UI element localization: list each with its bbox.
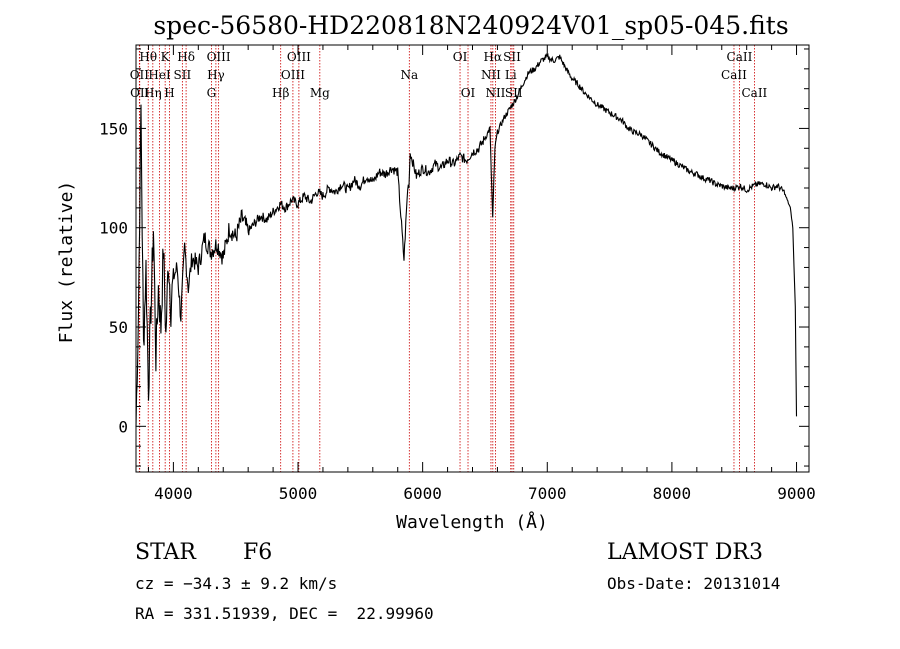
coordinates: RA = 331.51939, DEC = 22.99960 — [135, 604, 434, 623]
marker-label: Hη — [144, 86, 162, 100]
y-tick-label: 150 — [99, 119, 128, 138]
cz-value: cz = −34.3 ± 9.2 km/s — [135, 574, 338, 593]
marker-label: OII — [130, 68, 150, 82]
marker-label: SII — [503, 50, 521, 64]
class-label: STAR — [135, 540, 196, 565]
x-axis-label: Wavelength (Å) — [396, 511, 548, 533]
marker-label: HeI — [148, 68, 171, 82]
y-axis-label: Flux (relative) — [56, 181, 77, 344]
x-tick-label: 9000 — [777, 484, 816, 503]
x-tick-label: 4000 — [154, 484, 193, 503]
marker-label: NII — [485, 86, 505, 100]
marker-labels: HθOIIOIIHηHeIKHSIIHδGOIIIHγHβOIIIOIIIMgN… — [130, 50, 768, 100]
marker-label: CaII — [727, 50, 753, 64]
survey-label: LAMOST DR3 — [607, 540, 763, 565]
chart-title: spec-56580-HD220818N240924V01_sp05-045.f… — [153, 11, 788, 40]
marker-label: OII — [130, 86, 150, 100]
marker-label: CaII — [741, 86, 767, 100]
marker-label: G — [207, 86, 217, 100]
marker-label: Hα — [484, 50, 503, 64]
x-tick-label: 8000 — [653, 484, 692, 503]
marker-label: Hβ — [272, 86, 289, 100]
marker-label: SII — [174, 68, 192, 82]
marker-label: Mg — [310, 86, 330, 100]
subclass-label: F6 — [243, 540, 273, 565]
spectrum-line — [135, 52, 798, 427]
obs-date: Obs-Date: 20131014 — [607, 574, 781, 593]
marker-label: NII — [481, 68, 501, 82]
marker-label: OIII — [281, 68, 305, 82]
marker-label: K — [161, 50, 171, 64]
marker-label: Hθ — [139, 50, 157, 64]
y-axis: 0 50 100 150 — [99, 48, 809, 467]
marker-label: OI — [461, 86, 476, 100]
marker-label: SII — [505, 86, 523, 100]
y-tick-label: 100 — [99, 219, 128, 238]
plot-frame — [135, 44, 810, 473]
x-tick-label: 5000 — [279, 484, 318, 503]
marker-label: OIII — [207, 50, 231, 64]
marker-label: H — [164, 86, 174, 100]
spectrum-chart: spec-56580-HD220818N240924V01_sp05-045.f… — [56, 11, 816, 533]
marker-lines — [138, 45, 755, 472]
marker-label: Hγ — [207, 68, 225, 82]
marker-label: CaII — [721, 68, 747, 82]
marker-label: Hδ — [177, 50, 195, 64]
x-tick-label: 7000 — [528, 484, 567, 503]
marker-label: Li — [505, 68, 517, 82]
y-tick-label: 0 — [118, 417, 128, 436]
x-axis: 4000 5000 6000 7000 8000 9000 — [147, 45, 816, 503]
marker-label: Na — [400, 68, 418, 82]
marker-label: OI — [453, 50, 468, 64]
y-tick-label: 50 — [109, 318, 128, 337]
x-tick-label: 6000 — [403, 484, 442, 503]
marker-label: OIII — [287, 50, 311, 64]
